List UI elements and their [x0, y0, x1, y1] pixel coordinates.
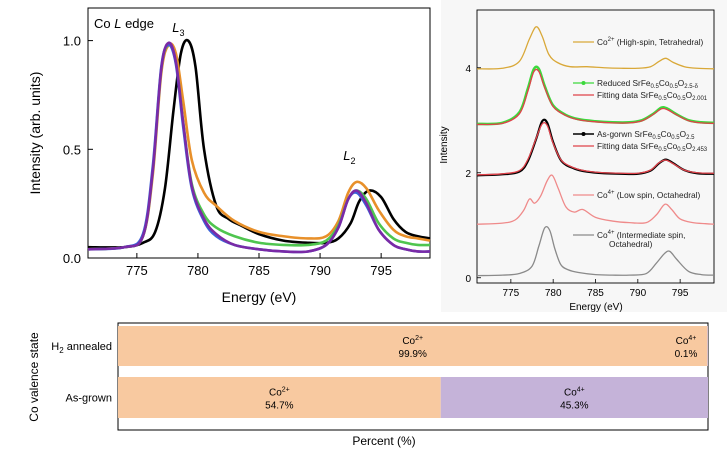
panel-b-series-line [476, 121, 715, 176]
panel-a-x-tick-label: 780 [187, 263, 209, 278]
panel-a-y-tick-label: 0.5 [63, 142, 81, 157]
panel-b-legend-marker [581, 132, 586, 136]
panel-b-x-tick-label: 790 [629, 288, 646, 299]
panel-a-series-line-purple [87, 41, 431, 254]
panel-b-y-tick-label: 0 [465, 274, 471, 285]
panel-b-background [441, 0, 727, 312]
panel-c-category-label: H2 annealed [51, 341, 112, 355]
panel-c-bar-value-label: 99.9% [399, 349, 427, 360]
panel-c-bar-value-label: 45.3% [560, 401, 588, 412]
panel-b-legend-label: Fitting data SrFe0.5Co0.5O2.453 [597, 141, 708, 153]
panel-c-bar-series-label: Co2+ [269, 387, 290, 399]
panel-a-series-line-orange [87, 42, 431, 251]
panel-a-co-l-edge: Co L edge 775 780 785 790 795 0.0 0.5 1.0 L3 L2… [27, 7, 431, 305]
panel-a-frame [87, 7, 431, 259]
panel-b-reference-spectra: 775 780 785 790 795 0 2 4 Co2+ (High-spin, Tet… [439, 0, 727, 313]
panel-a-title: Co L edge [94, 16, 154, 31]
panel-a-y-tick-label: 0.0 [63, 251, 81, 266]
panel-c-bar-co4-plus [440, 377, 708, 418]
panel-b-x-tick-label: 775 [503, 288, 520, 299]
panel-b-series-line [476, 68, 715, 126]
panel-a-y-tick-label: 1.0 [63, 34, 81, 49]
panel-a-x-axis-label: Energy (eV) [222, 289, 297, 305]
panel-c-bar-co2-plus [118, 377, 441, 418]
panel-b-x-tick-label: 785 [587, 288, 604, 299]
panel-c-category-label: As-grown [66, 393, 112, 405]
panel-b-x-axis-label: Energy (eV) [569, 302, 622, 313]
panel-a-y-axis-label: Intensity (arb. units) [27, 72, 43, 195]
panel-b-legend-label: Reduced SrFe0.5Co0.5O2.5-δ [597, 78, 699, 90]
panel-c-valence-state: Co2+ 99.9% Co4+ 0.1% H2 annealed Co2+ 54.7% Co4… [27, 322, 709, 448]
panel-a-annotation-l3: L3 [172, 20, 184, 38]
panel-b-legend-label: Co4+ (Low spin, Octahedral) [597, 190, 700, 200]
panel-c-x-axis-label: Percent (%) [352, 434, 415, 448]
panel-c-bar-co2-plus [118, 326, 708, 366]
panel-b-legend-label: As-gorwn SrFe0.5Co0.5O2.5 [597, 129, 695, 141]
panel-b-legend-marker [581, 81, 586, 85]
panel-b-series-line [476, 174, 715, 225]
panel-a-x-tick-label: 790 [309, 263, 331, 278]
panel-c-bar-value-label: 54.7% [265, 401, 293, 412]
panel-b-legend-label: Co4+ (Intermediate spin, [597, 230, 685, 240]
panel-c-frame [117, 322, 709, 431]
panel-a-annotation-l2: L2 [343, 148, 355, 166]
panel-b-x-tick-label: 795 [672, 288, 689, 299]
panel-b-y-tick-label: 4 [465, 64, 471, 75]
panel-c-bar-value-label: 0.1% [675, 349, 698, 360]
panel-b-y-axis-label: Intensity [439, 126, 450, 163]
panel-a-x-tick-label: 785 [248, 263, 270, 278]
panel-b-series-line [476, 225, 715, 277]
panel-c-bar-series-label: Co4+ [564, 387, 585, 399]
panel-a-series-line-black [87, 38, 431, 249]
panel-b-y-tick-label: 2 [465, 169, 471, 180]
panel-a-x-tick-label: 795 [370, 263, 392, 278]
panel-c-bar-series-label: Co2+ [402, 335, 423, 347]
panel-b-x-tick-label: 780 [545, 288, 562, 299]
panel-c-y-axis-label: Co valence state [27, 332, 41, 422]
panel-b-legend-label: Co2+ (High-spin, Tetrahedral) [597, 37, 704, 47]
panel-a-x-tick-label: 775 [126, 263, 148, 278]
panel-b-legend-label: Fitting data SrFe0.5Co0.5O2.001 [597, 90, 708, 102]
panel-a-series-line-green [87, 43, 431, 251]
panel-c-bar-series-label: Co4+ [676, 335, 697, 347]
panel-b-series-line [476, 26, 715, 70]
panel-c-bar-co4-plus [707, 326, 708, 366]
panel-b-legend-label-continued: Octahedral) [609, 239, 653, 249]
